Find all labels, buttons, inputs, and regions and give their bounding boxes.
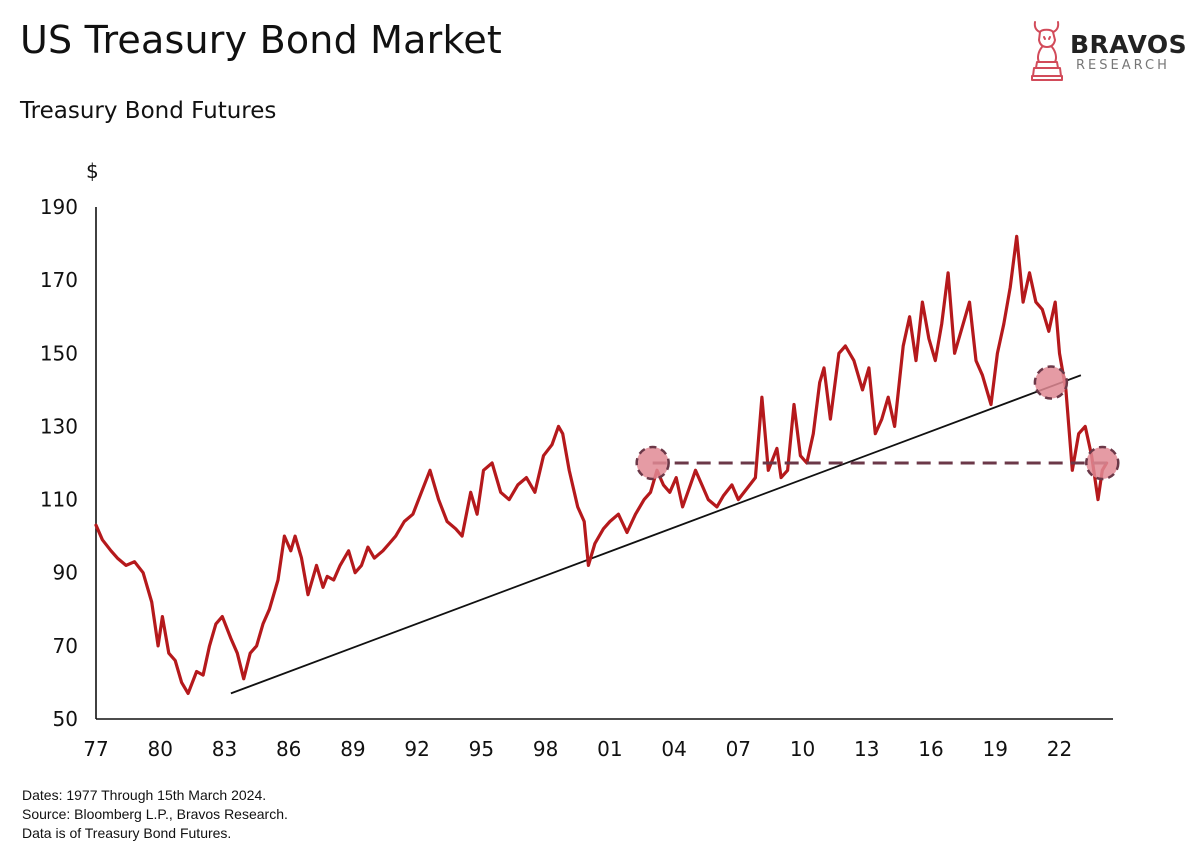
x-tick-label: 92 (404, 737, 429, 761)
y-tick-label: 170 (40, 268, 78, 292)
x-tick-label: 04 (661, 737, 686, 761)
brand-logo: BRAVOS RESEARCH (1030, 18, 1190, 88)
series-line-treasury-bond-futures (94, 234, 1109, 696)
y-tick-label: 190 (40, 195, 78, 219)
highlight-marker (1033, 365, 1069, 400)
y-tick-label: 90 (53, 561, 78, 585)
x-tick-label: 07 (726, 737, 751, 761)
x-tick-label: 98 (533, 737, 558, 761)
line-chart: $ 50 70 90 110 130 150 170 190 77 80 83 86 89 92 95 98 0… (40, 159, 1120, 761)
x-tick-label: 01 (597, 737, 622, 761)
chart-subtitle: Treasury Bond Futures (20, 98, 277, 124)
x-tick-label: 10 (790, 737, 815, 761)
highlight-marker (1085, 445, 1120, 481)
x-tick-label: 86 (276, 737, 301, 761)
y-tick-label: 110 (40, 488, 78, 512)
x-tick-label: 89 (340, 737, 365, 761)
note-data: Data is of Treasury Bond Futures. (22, 825, 232, 841)
x-tick-label: 83 (212, 737, 237, 761)
x-tick-label: 80 (148, 737, 173, 761)
chart-notes: Dates: 1977 Through 15th March 2024. Sou… (22, 786, 288, 843)
brand-tagline: RESEARCH (1076, 58, 1170, 73)
y-tick-label: 130 (40, 414, 78, 438)
bull-knight-icon (1031, 21, 1063, 81)
x-tick-label: 22 (1047, 737, 1072, 761)
trendline (230, 374, 1082, 695)
y-axis-label: $ (86, 159, 99, 183)
note-dates: Dates: 1977 Through 15th March 2024. (22, 787, 267, 803)
x-tick-label: 13 (854, 737, 879, 761)
y-tick-label: 50 (53, 707, 78, 731)
x-tick-label: 77 (83, 737, 108, 761)
x-tick-label: 95 (469, 737, 494, 761)
y-tick-label: 150 (40, 341, 78, 365)
brand-name: BRAVOS (1070, 30, 1188, 59)
y-tick-label: 70 (53, 634, 78, 658)
x-tick-label: 19 (983, 737, 1008, 761)
note-source: Source: Bloomberg L.P., Bravos Research. (22, 806, 288, 822)
page-title: US Treasury Bond Market (20, 18, 502, 62)
highlight-marker (635, 445, 670, 481)
x-tick-label: 16 (918, 737, 943, 761)
